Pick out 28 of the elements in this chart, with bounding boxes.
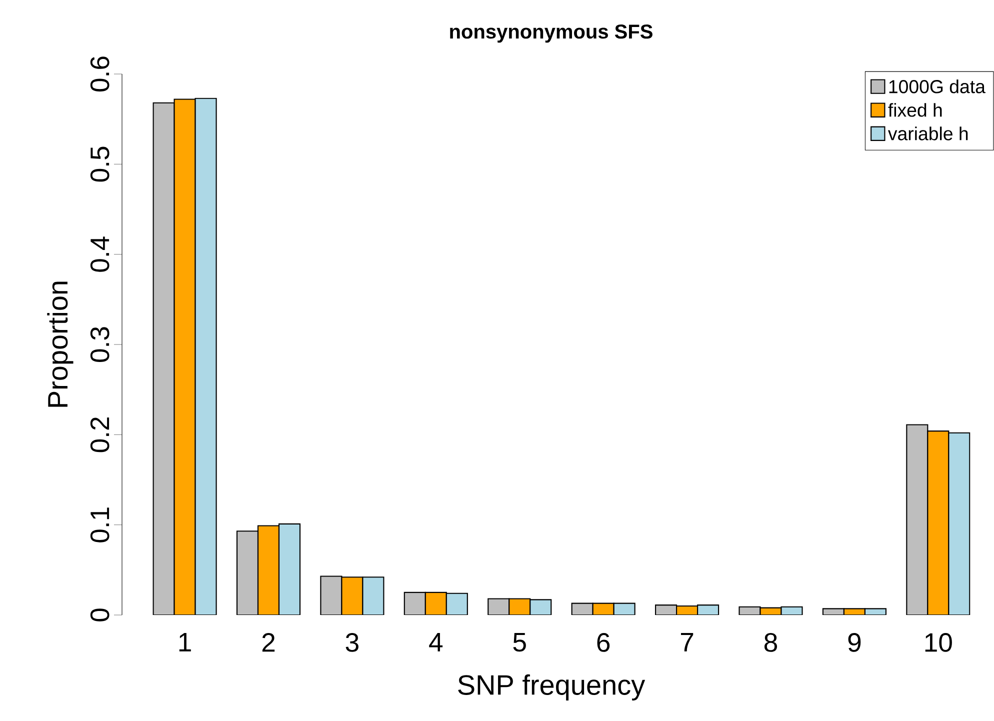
legend-label: fixed h — [888, 103, 942, 117]
x-tick-label: 2 — [262, 633, 275, 652]
x-tick-label: 1 — [179, 633, 191, 652]
x-tick-label: 9 — [848, 633, 861, 652]
bar — [927, 430, 950, 615]
bar — [174, 98, 196, 615]
y-tick-label: 0.1 — [90, 508, 110, 542]
bar — [341, 576, 364, 615]
bar — [424, 592, 447, 615]
y-axis-title: Proportion — [47, 282, 74, 407]
x-tick-label: 3 — [346, 633, 358, 652]
x-tick-label: 4 — [429, 633, 443, 652]
x-tick-label: 7 — [680, 633, 694, 652]
x-axis-title: SNP frequency — [458, 674, 646, 700]
x-tick-label: 8 — [764, 633, 778, 652]
y-tick-label: 0.3 — [90, 327, 110, 362]
y-tick-label: 0.5 — [90, 146, 110, 182]
legend-label: variable h — [888, 126, 968, 140]
y-tick-label: 0.2 — [90, 417, 110, 452]
y-tick-label: 0 — [90, 608, 110, 622]
x-tick-label: 10 — [925, 633, 952, 652]
bar — [257, 525, 280, 615]
y-tick-label: 0.6 — [90, 56, 110, 92]
legend-label: 1000G data — [889, 80, 986, 94]
x-tick-label: 6 — [597, 633, 610, 652]
chart-title: nonsynonymous SFS — [450, 24, 652, 43]
x-tick-label: 5 — [513, 633, 526, 652]
y-tick-label: 0.4 — [90, 236, 110, 272]
